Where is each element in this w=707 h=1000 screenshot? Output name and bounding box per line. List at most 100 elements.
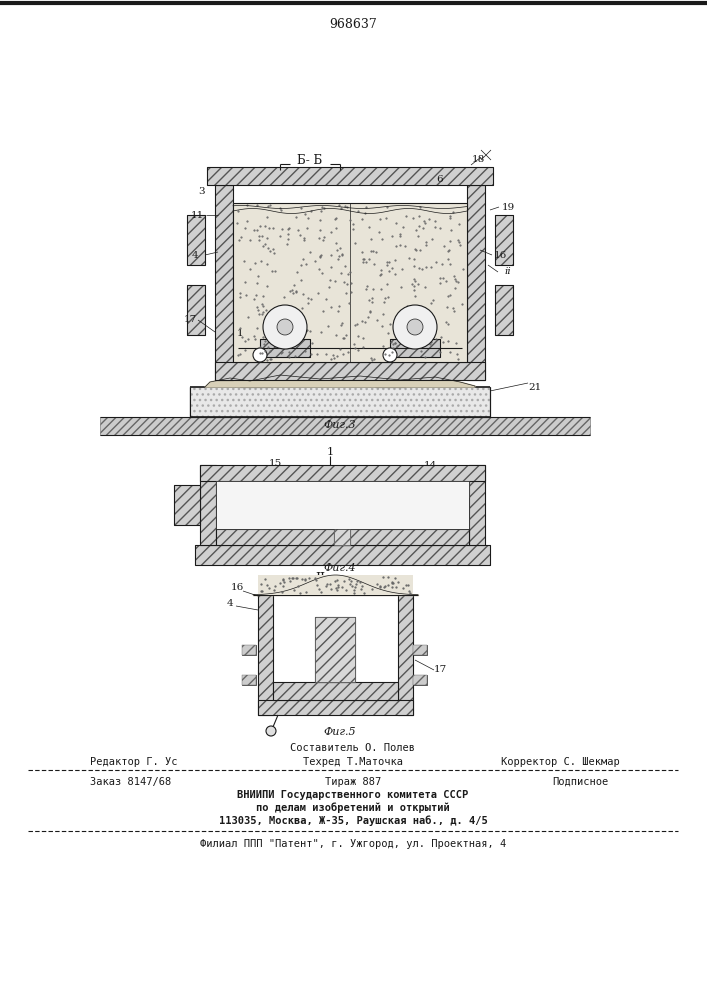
Point (437, 334, 448, 350)
Point (334, 248, 345, 264)
Bar (495, 285, 513, 335)
Point (262, 256, 273, 272)
Point (339, 258, 351, 274)
Polygon shape (205, 375, 475, 387)
Point (315, 249, 326, 265)
Point (373, 224, 385, 240)
Point (445, 222, 456, 238)
Bar (174, 485, 200, 525)
Point (452, 232, 463, 248)
Point (256, 345, 267, 361)
Point (409, 273, 421, 289)
Point (296, 200, 307, 216)
Text: 6: 6 (437, 176, 443, 184)
Point (425, 259, 436, 275)
Point (336, 265, 347, 281)
Point (245, 261, 256, 277)
Point (426, 325, 438, 341)
Bar (258, 700, 413, 715)
Bar (242, 645, 256, 655)
Point (267, 220, 279, 236)
Bar (200, 465, 216, 545)
Bar (216, 481, 469, 497)
Point (262, 278, 273, 294)
Point (351, 316, 363, 332)
Point (302, 290, 313, 306)
Point (242, 197, 253, 213)
Point (450, 271, 461, 287)
Bar (273, 682, 398, 700)
Bar (315, 617, 355, 682)
Bar (258, 700, 413, 715)
Point (315, 248, 326, 264)
Point (318, 200, 329, 216)
Point (290, 348, 301, 364)
Text: 17: 17 (433, 666, 447, 674)
Point (234, 289, 245, 305)
Text: 113035, Москва, Ж-35, Раушская наб., д. 4/5: 113035, Москва, Ж-35, Раушская наб., д. … (218, 816, 487, 826)
Point (397, 219, 409, 235)
Point (254, 306, 265, 322)
Point (380, 578, 391, 594)
Point (367, 281, 378, 297)
Point (359, 205, 370, 221)
Circle shape (266, 726, 276, 736)
Point (398, 304, 409, 320)
Point (274, 575, 286, 591)
Point (390, 570, 401, 586)
Point (349, 579, 361, 595)
Point (258, 298, 269, 314)
Point (410, 241, 421, 257)
Point (252, 275, 263, 291)
Point (271, 309, 282, 325)
Bar (413, 675, 427, 685)
Point (414, 199, 426, 215)
Point (366, 350, 377, 366)
Bar (495, 215, 513, 265)
Bar (258, 595, 273, 715)
Point (342, 344, 354, 360)
Point (414, 335, 426, 351)
Bar (281, 327, 289, 339)
Point (394, 307, 405, 323)
Point (252, 268, 264, 284)
Point (449, 280, 460, 296)
Point (235, 229, 246, 245)
Point (239, 333, 250, 349)
Point (409, 258, 420, 274)
Point (434, 220, 445, 236)
Point (395, 226, 406, 242)
Point (282, 231, 293, 247)
Bar (215, 362, 485, 380)
Point (287, 570, 298, 586)
Point (380, 346, 391, 362)
Point (254, 339, 265, 355)
Bar (242, 645, 256, 655)
Point (419, 213, 430, 229)
Point (304, 244, 315, 260)
Point (293, 578, 304, 594)
Point (337, 246, 348, 262)
Point (350, 235, 361, 251)
Point (445, 210, 456, 226)
Point (276, 221, 287, 237)
Point (325, 259, 337, 275)
Point (427, 231, 438, 247)
Point (361, 254, 372, 270)
Bar (174, 485, 200, 525)
Point (301, 322, 312, 338)
Bar (195, 545, 490, 565)
Point (329, 573, 341, 589)
Point (300, 256, 312, 272)
Point (409, 288, 421, 304)
Circle shape (253, 348, 267, 362)
Point (323, 318, 334, 334)
Point (354, 574, 366, 590)
Point (279, 289, 290, 305)
Point (365, 304, 376, 320)
Point (257, 228, 268, 244)
Point (305, 291, 317, 307)
Point (420, 234, 431, 250)
Point (325, 581, 337, 597)
Point (332, 348, 343, 364)
